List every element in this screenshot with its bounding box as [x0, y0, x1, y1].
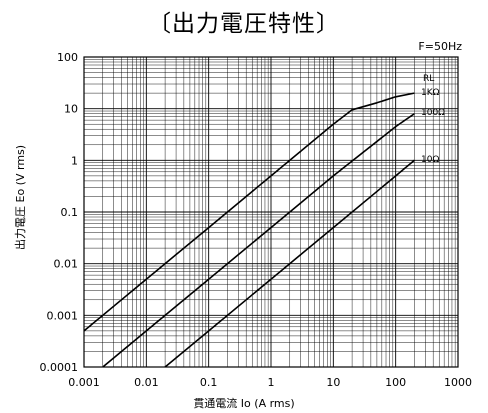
y-tick-label: 100 [57, 51, 78, 64]
x-tick-label: 100 [385, 376, 406, 389]
series-label: 100Ω [421, 108, 445, 118]
series-group [83, 92, 415, 368]
x-tick-label: 1 [268, 376, 275, 389]
series-line [164, 159, 415, 368]
plot-frame [83, 56, 459, 368]
series-label: 1KΩ [421, 88, 440, 98]
grid [83, 57, 458, 368]
series-line [83, 92, 415, 332]
y-tick-label: 1 [71, 154, 78, 167]
legend-title: RL [423, 74, 434, 84]
x-tick-label: 10 [326, 376, 340, 389]
x-axis-label: 貫通電流 Io (A rms) [193, 397, 295, 410]
frequency-annotation: F=50Hz [418, 40, 462, 53]
y-tick-label: 0.001 [47, 309, 79, 322]
x-tick-label: 0.001 [68, 376, 100, 389]
y-tick-label: 0.1 [61, 206, 79, 219]
series-label: 10Ω [421, 155, 439, 165]
y-tick-label: 10 [64, 103, 78, 116]
chart-title: 〔出力電圧特性〕 [148, 11, 340, 37]
y-tick-label: 0.01 [54, 258, 79, 271]
tick-labels: 0.001 0.01 0.1 1 10 100 1000 100 10 1 0.1 0.01 0.001… [40, 51, 473, 389]
y-tick-label: 0.0001 [40, 361, 79, 374]
x-tick-label: 0.1 [200, 376, 218, 389]
series-labels: RL 1KΩ 100Ω 10Ω [421, 74, 445, 165]
x-tick-label: 0.01 [134, 376, 159, 389]
series-line [102, 113, 415, 368]
x-tick-label: 1000 [444, 376, 472, 389]
